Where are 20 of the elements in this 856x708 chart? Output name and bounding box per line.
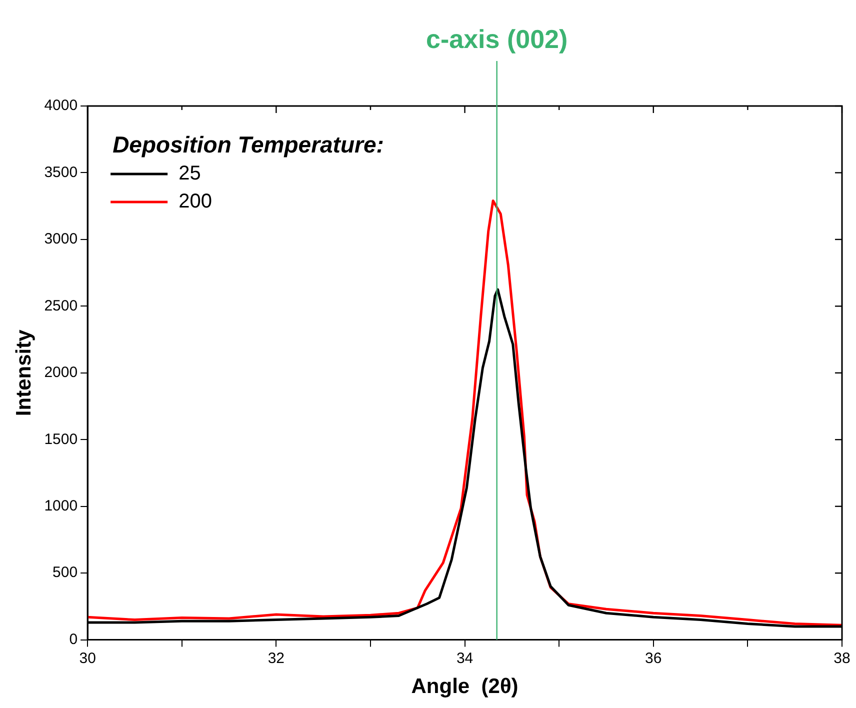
y-tick-label: 2000: [44, 364, 78, 382]
legend-label: 200: [178, 190, 212, 213]
legend-title: Deposition Temperature:: [112, 131, 384, 158]
x-tick-label: 30: [79, 650, 96, 667]
x-tick-label: 38: [834, 650, 850, 667]
y-tick-label: 1000: [44, 497, 78, 514]
x-tick-label: 36: [645, 650, 662, 667]
y-tick-label: 4000: [44, 97, 78, 114]
y-axis-title: Intensity: [12, 329, 36, 416]
legend-label: 25: [178, 162, 201, 185]
ref-line-label: c-axis (002): [426, 24, 568, 54]
y-tick-label: 3000: [44, 230, 78, 248]
y-tick-label: 2500: [44, 297, 78, 314]
y-tick-label: 500: [52, 564, 78, 582]
x-tick-label: 34: [456, 650, 474, 667]
y-tick-label: 0: [69, 630, 78, 648]
y-tick-label: 3500: [44, 164, 78, 181]
x-tick-label: 32: [268, 650, 285, 667]
y-tick-label: 1500: [44, 430, 78, 448]
x-axis-title: Angle (2θ): [411, 675, 518, 698]
